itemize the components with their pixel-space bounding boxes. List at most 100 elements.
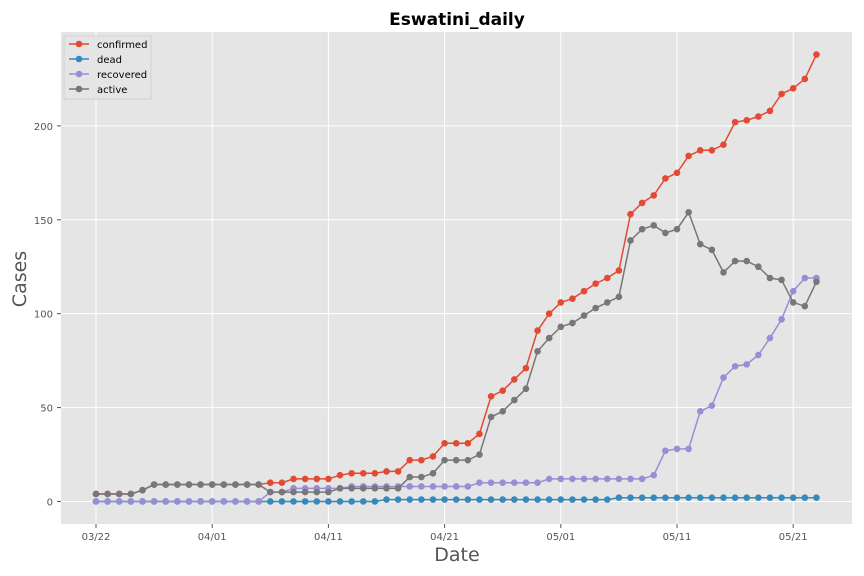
data-point-recovered [511,479,518,486]
data-point-active [174,481,181,488]
data-point-recovered [243,498,251,505]
data-point-confirmed [429,453,437,460]
data-point-active [371,485,379,492]
data-point-active [336,485,344,492]
data-point-dead [545,496,553,503]
data-point-confirmed [615,267,623,274]
data-point-confirmed [267,479,274,486]
data-point-active [511,396,518,404]
data-point-dead [418,496,425,503]
data-point-recovered [139,498,146,505]
data-point-active [778,276,785,284]
data-point-recovered [522,479,530,486]
series-group [92,51,820,505]
data-point-recovered [696,408,704,415]
data-point-dead [743,494,751,502]
data-point-confirmed [348,470,355,477]
data-point-dead [336,498,344,505]
data-point-active [755,263,762,271]
axis-ticks: 0 50 100 150 200 03/22 04/01 04/11 04/21 05/01 05/… [34,122,808,543]
legend-marker-active [75,85,83,93]
data-point-recovered [720,374,727,381]
data-point-dead [348,498,355,505]
data-point-active [301,488,309,496]
data-point-recovered [789,287,797,295]
data-point-active [290,488,297,496]
data-point-recovered [603,475,611,483]
data-point-confirmed [569,295,576,302]
data-point-dead [359,498,367,505]
data-point-recovered [545,475,553,483]
data-point-recovered [208,498,216,505]
data-point-active [464,456,472,464]
data-point-confirmed [406,456,414,464]
data-point-active [627,237,634,244]
data-point-active [476,451,483,458]
data-point-dead [534,496,541,503]
data-point-recovered [534,479,541,486]
data-point-active [743,257,751,265]
data-point-dead [801,494,809,502]
data-point-dead [476,496,483,503]
data-point-dead [662,494,669,502]
data-point-dead [755,494,762,502]
data-point-active [801,302,809,310]
data-point-active [766,274,774,282]
data-point-active [487,413,495,421]
data-point-confirmed [673,169,681,177]
data-point-dead [452,496,460,503]
data-point-active [650,222,658,229]
data-point-active [220,481,228,488]
data-point-active [569,319,576,327]
data-point-active [499,408,507,415]
data-point-dead [267,498,274,505]
data-point-dead [394,496,402,503]
data-point-recovered [592,475,599,483]
data-point-confirmed [336,471,344,479]
series-active [92,208,820,498]
data-point-active [731,257,739,265]
data-point-confirmed [418,456,425,464]
data-point-confirmed [487,393,495,400]
data-point-recovered [452,483,460,490]
x-tick-label: 04/21 [430,532,459,543]
data-point-dead [290,498,297,505]
data-point-active [708,246,716,254]
data-point-recovered [406,483,414,490]
data-point-active [452,456,460,464]
data-point-active [255,481,262,488]
y-axis-label: Cases [9,251,31,307]
data-point-dead [603,496,611,503]
data-point-active [603,299,611,306]
data-point-dead [720,494,727,502]
data-point-confirmed [627,210,634,218]
data-point-active [662,229,669,237]
data-point-dead [685,494,692,502]
data-point-active [348,485,355,492]
data-point-confirmed [650,192,658,199]
data-point-confirmed [662,175,669,182]
data-point-active [673,225,681,233]
legend-marker-recovered [75,70,83,78]
data-point-dead [441,496,448,503]
data-point-recovered [174,498,181,505]
data-point-active [685,208,692,216]
data-point-dead [778,494,785,502]
data-point-active [197,481,204,488]
data-point-recovered [487,479,495,486]
data-point-confirmed [301,475,309,483]
legend-item-active: active [69,85,127,96]
x-tick-label: 05/21 [779,532,808,543]
data-point-confirmed [371,470,379,477]
legend-label-confirmed: confirmed [97,40,147,51]
x-axis-label: Date [434,544,479,566]
y-tick-label: 50 [40,404,53,415]
data-point-active [615,293,623,301]
data-point-active [441,456,448,464]
x-tick-label: 04/01 [198,532,227,543]
data-point-recovered [255,498,262,505]
data-point-active [580,312,588,319]
legend-label-recovered: recovered [97,70,147,81]
data-point-confirmed [394,468,402,475]
data-point-confirmed [743,116,751,124]
